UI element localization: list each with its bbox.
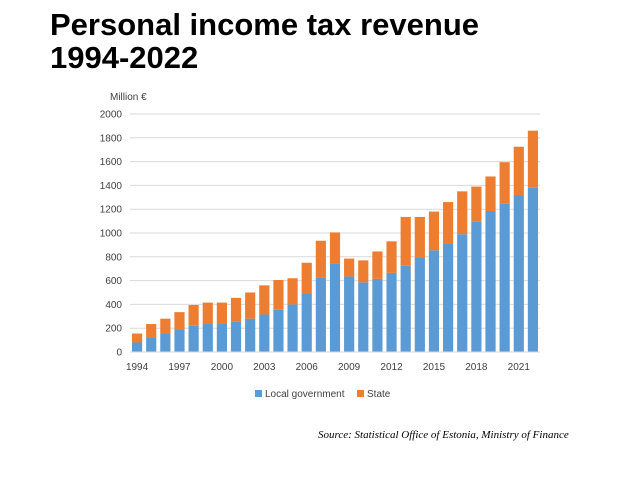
- bar-state: [344, 258, 355, 277]
- legend-swatch-local-government: [255, 390, 262, 397]
- bar-local-government: [457, 234, 468, 352]
- bar-state: [245, 292, 256, 319]
- bar-local-government: [287, 304, 298, 352]
- bar-local-government: [428, 250, 440, 352]
- bar-state: [273, 280, 284, 310]
- bar-state: [485, 176, 496, 211]
- legend-label-state: State: [367, 389, 391, 400]
- bar-state: [329, 232, 341, 264]
- bar-local-government: [471, 221, 482, 352]
- bar-state: [287, 278, 298, 305]
- x-tick-label: 2000: [211, 362, 234, 373]
- bar-local-government: [230, 321, 242, 352]
- legend-swatch-state: [357, 390, 364, 397]
- bar-local-government: [414, 257, 425, 352]
- bar-state: [131, 333, 143, 343]
- bar-state: [146, 324, 157, 338]
- bar-local-government: [245, 318, 256, 352]
- chart-title-line-2: 1994-2022: [50, 40, 199, 75]
- y-tick-label: 1400: [100, 181, 123, 192]
- bar-local-government: [386, 272, 397, 352]
- y-tick-label: 400: [105, 300, 122, 311]
- x-tick-label: 2015: [423, 362, 446, 373]
- bar-state: [301, 262, 312, 294]
- x-tick-label: 1994: [126, 362, 149, 373]
- bar-state: [315, 240, 326, 278]
- bar-state: [259, 285, 270, 315]
- y-tick-label: 1200: [100, 205, 123, 216]
- x-tick-label: 2006: [296, 362, 319, 373]
- bar-local-government: [259, 314, 270, 352]
- bar-local-government: [358, 282, 369, 352]
- y-tick-label: 1600: [100, 157, 123, 168]
- bar-local-government: [202, 324, 213, 352]
- bar-local-government: [188, 325, 199, 352]
- y-tick-label: 0: [116, 348, 122, 359]
- y-tick-label: 200: [105, 324, 122, 335]
- bar-state: [527, 130, 539, 188]
- y-tick-label: 600: [105, 276, 122, 287]
- bar-state: [386, 241, 397, 273]
- bar-local-government: [146, 337, 157, 352]
- bar-state: [372, 251, 383, 279]
- bar-local-government: [485, 210, 496, 352]
- bar-local-government: [372, 278, 383, 352]
- x-tick-label: 2018: [465, 362, 488, 373]
- bar-state: [358, 260, 369, 283]
- bar-local-government: [160, 333, 171, 352]
- y-tick-label: 1800: [100, 133, 123, 144]
- bar-local-government: [131, 342, 143, 352]
- bar-local-government: [329, 263, 341, 352]
- bar-state: [428, 211, 440, 251]
- y-tick-label: 2000: [100, 110, 123, 121]
- bar-state: [216, 302, 227, 324]
- x-tick-label: 2012: [380, 362, 403, 373]
- bar-local-government: [301, 293, 312, 352]
- bar-state: [471, 186, 482, 222]
- bar-local-government: [443, 243, 454, 352]
- bar-local-government: [344, 276, 355, 352]
- bar-state: [174, 312, 185, 330]
- chart-title-line-1: Personal income tax revenue: [50, 7, 480, 42]
- bar-local-government: [315, 277, 326, 352]
- bar-state: [400, 216, 411, 266]
- bar-local-government: [174, 329, 185, 352]
- bar-local-government: [273, 309, 284, 352]
- bar-state: [202, 302, 213, 325]
- bar-state: [443, 202, 454, 244]
- x-tick-label: 2021: [508, 362, 531, 373]
- y-axis-label: Million €: [110, 92, 147, 103]
- bar-local-government: [513, 195, 524, 352]
- bar-state: [513, 146, 524, 196]
- bar-local-government: [499, 203, 510, 352]
- legend-label-local-government: Local government: [265, 389, 345, 400]
- bar-state: [160, 318, 171, 334]
- bar-local-government: [527, 187, 539, 352]
- bar-state: [188, 304, 199, 326]
- x-tick-label: 1997: [168, 362, 191, 373]
- bar-state: [414, 216, 425, 258]
- bar-local-government: [400, 265, 411, 352]
- chart-title: Personal income tax revenue 1994-2022: [50, 8, 610, 74]
- y-tick-label: 1000: [100, 229, 123, 240]
- bar-local-government: [216, 323, 227, 352]
- bar-state: [230, 297, 242, 322]
- x-tick-label: 2009: [338, 362, 361, 373]
- source-note: Source: Statistical Office of Estonia, M…: [318, 429, 569, 441]
- x-tick-label: 2003: [253, 362, 276, 373]
- bar-state: [499, 162, 510, 204]
- y-tick-label: 800: [105, 252, 122, 263]
- bar-state: [457, 191, 468, 235]
